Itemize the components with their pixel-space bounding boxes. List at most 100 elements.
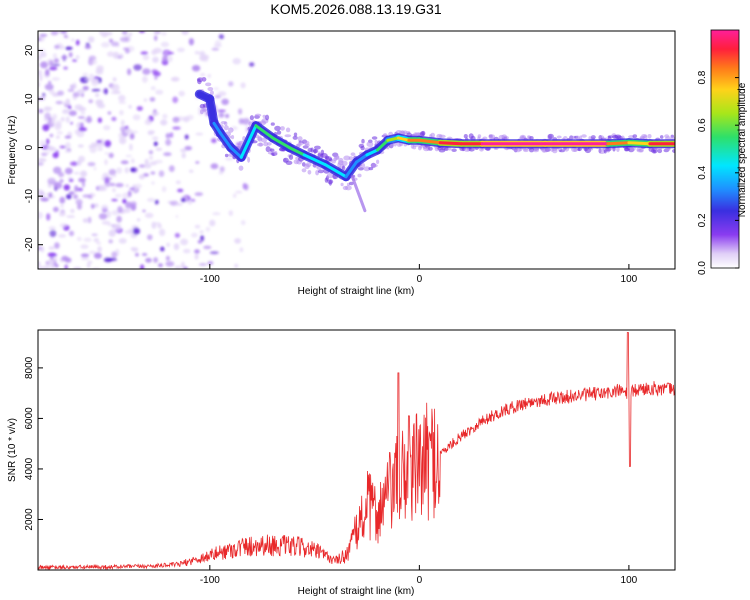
noise-blob bbox=[181, 152, 186, 159]
noise-blob bbox=[64, 135, 72, 139]
signal-halo bbox=[363, 166, 371, 172]
signal-halo bbox=[285, 127, 291, 133]
noise-blob bbox=[95, 93, 100, 97]
signal-halo bbox=[345, 185, 352, 191]
noise-blob bbox=[97, 146, 103, 152]
noise-blob bbox=[44, 151, 51, 155]
noise-blob bbox=[89, 59, 98, 65]
noise-blob bbox=[73, 194, 78, 200]
signal-band-segment bbox=[417, 138, 442, 145]
noise-blob bbox=[38, 81, 41, 88]
noise-blob bbox=[144, 158, 149, 166]
signal-halo bbox=[451, 148, 457, 152]
signal-halo bbox=[523, 148, 529, 153]
noise-blob bbox=[218, 34, 224, 40]
noise-blob bbox=[64, 167, 73, 175]
noise-blob bbox=[218, 171, 224, 175]
noise-blob bbox=[81, 92, 84, 98]
noise-blob bbox=[160, 246, 165, 252]
noise-blob bbox=[120, 160, 129, 165]
noise-blob bbox=[114, 193, 122, 198]
signal-halo bbox=[305, 162, 312, 168]
noise-blob bbox=[93, 203, 99, 208]
signal-halo bbox=[581, 134, 587, 138]
signal-band-segment bbox=[344, 160, 358, 179]
noise-blob bbox=[136, 218, 141, 222]
noise-blob bbox=[195, 161, 200, 164]
signal-halo bbox=[247, 156, 251, 163]
noise-blob bbox=[80, 111, 86, 115]
signal-halo bbox=[366, 141, 374, 147]
noise-blob bbox=[213, 87, 220, 90]
noise-blob bbox=[87, 194, 93, 199]
signal-halo bbox=[238, 165, 244, 171]
noise-blob bbox=[40, 197, 49, 202]
signal-band-segment bbox=[386, 136, 400, 142]
noise-blob bbox=[103, 125, 111, 131]
signal-halo bbox=[266, 142, 272, 146]
noise-blob bbox=[93, 237, 100, 243]
noise-blob bbox=[180, 197, 186, 203]
noise-blob bbox=[240, 82, 246, 89]
noise-blob bbox=[107, 223, 113, 227]
noise-blob bbox=[174, 233, 180, 238]
noise-blob bbox=[58, 45, 65, 50]
signal-halo bbox=[280, 126, 285, 131]
signal-halo bbox=[249, 115, 254, 121]
signal-halo bbox=[230, 135, 235, 140]
noise-blob bbox=[95, 99, 104, 106]
noise-blob bbox=[110, 41, 119, 47]
signal-halo bbox=[556, 135, 562, 139]
noise-blob bbox=[68, 105, 72, 110]
noise-blob bbox=[112, 188, 116, 193]
noise-blob bbox=[64, 264, 68, 269]
noise-blob bbox=[146, 197, 156, 202]
signal-band-segment bbox=[627, 141, 652, 146]
noise-blob bbox=[180, 148, 187, 153]
signal-band-segment bbox=[197, 92, 212, 101]
noise-blob bbox=[165, 255, 170, 261]
noise-blob bbox=[40, 61, 48, 69]
noise-blob bbox=[91, 193, 96, 197]
noise-blob bbox=[108, 239, 113, 244]
noise-blob bbox=[112, 77, 117, 82]
noise-blob bbox=[128, 228, 134, 234]
noise-blob bbox=[128, 104, 132, 109]
noise-blob bbox=[80, 244, 89, 249]
noise-blob bbox=[108, 152, 114, 159]
noise-blob bbox=[38, 189, 44, 195]
noise-blob bbox=[49, 133, 54, 138]
noise-blob bbox=[194, 249, 200, 254]
signal-halo bbox=[374, 139, 378, 144]
y-tick-label: 2000 bbox=[24, 508, 35, 531]
noise-blob bbox=[59, 211, 66, 217]
signal-halo bbox=[260, 137, 268, 143]
signal-halo bbox=[361, 138, 365, 144]
signal-halo bbox=[276, 130, 282, 135]
noise-blob bbox=[131, 130, 138, 134]
noise-blob bbox=[104, 152, 109, 155]
noise-blob bbox=[38, 108, 44, 114]
x-tick-label: 0 bbox=[417, 575, 423, 586]
x-tick-label: -100 bbox=[200, 575, 220, 586]
noise-blob bbox=[116, 167, 123, 174]
noise-blob bbox=[87, 216, 92, 224]
noise-blob bbox=[52, 53, 58, 59]
noise-blob bbox=[210, 163, 219, 170]
noise-blob bbox=[209, 251, 219, 255]
noise-blob bbox=[77, 116, 85, 119]
noise-blob bbox=[65, 46, 73, 50]
noise-blob bbox=[91, 88, 101, 92]
noise-blob bbox=[91, 233, 98, 236]
noise-blob bbox=[181, 261, 185, 269]
noise-blob bbox=[111, 116, 117, 122]
signal-halo bbox=[257, 142, 264, 147]
spectrogram-x-label: Height of straight line (km) bbox=[298, 286, 415, 297]
noise-blob bbox=[111, 251, 118, 259]
noise-blob bbox=[154, 35, 158, 41]
noise-blob bbox=[138, 164, 146, 168]
noise-blob bbox=[122, 31, 128, 35]
noise-blob bbox=[72, 59, 78, 62]
noise-blob bbox=[192, 65, 201, 72]
noise-blob bbox=[38, 211, 44, 220]
